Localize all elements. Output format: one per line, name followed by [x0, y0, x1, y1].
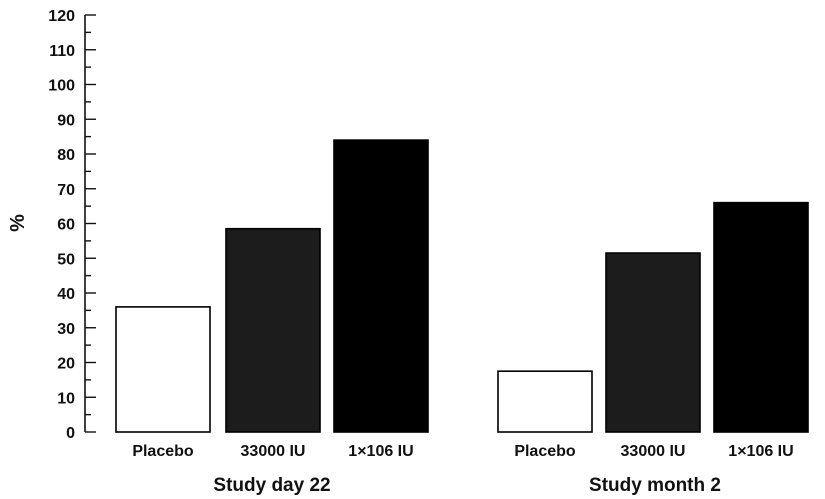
y-tick-label: 10	[57, 390, 75, 407]
category-label: 33000 IU	[621, 443, 686, 460]
y-tick-label: 70	[57, 182, 75, 199]
category-label: Placebo	[132, 443, 194, 460]
bar	[333, 139, 429, 433]
y-tick-label: 110	[49, 43, 75, 60]
y-tick-label: 80	[57, 147, 75, 164]
y-tick-label: 120	[48, 8, 75, 25]
bar	[497, 370, 593, 433]
bar	[605, 252, 701, 433]
bar	[225, 227, 321, 433]
y-tick-label: 50	[57, 251, 75, 268]
y-tick-label: 100	[48, 78, 75, 95]
y-tick-label: 0	[66, 425, 75, 442]
bar	[713, 201, 809, 433]
category-label: 33000 IU	[241, 443, 306, 460]
category-label: Placebo	[514, 443, 576, 460]
group-label: Study month 2	[589, 475, 721, 496]
y-tick-label: 30	[57, 321, 75, 338]
y-tick-label: 60	[57, 217, 75, 234]
category-label: 1×106 IU	[348, 443, 413, 460]
group-label: Study day 22	[213, 475, 330, 496]
bars	[115, 139, 809, 433]
y-tick-label: 20	[57, 356, 75, 373]
y-tick-label: 90	[57, 112, 75, 129]
category-label: 1×106 IU	[728, 443, 793, 460]
group-labels: Study day 22 Study month 2	[213, 475, 721, 496]
category-labels: Placebo 33000 IU 1×106 IU Placebo 33000 IU 1×…	[132, 443, 793, 460]
y-axis: 0 10 20 30 40 50 60 70 80 90 100 110 120	[48, 8, 96, 442]
bar	[115, 306, 211, 433]
y-axis-label: %	[7, 214, 29, 232]
y-tick-label: 40	[57, 286, 75, 303]
